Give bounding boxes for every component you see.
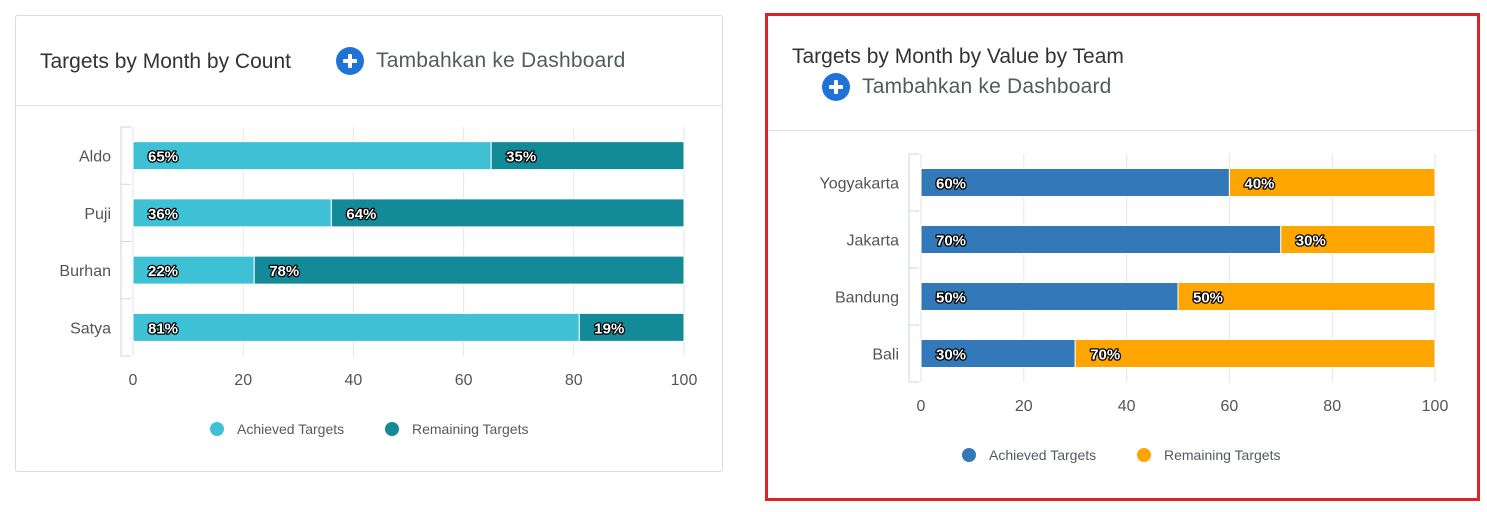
add-to-dashboard-button[interactable]: Tambahkan ke Dashboard bbox=[822, 73, 1112, 101]
legend-marker bbox=[210, 422, 224, 436]
add-to-dashboard-label: Tambahkan ke Dashboard bbox=[376, 49, 626, 72]
data-label: 30% bbox=[1296, 233, 1326, 250]
chart-card-left: Targets by Month by Count Tambahkan ke D… bbox=[15, 15, 723, 472]
x-tick-label: 40 bbox=[345, 372, 363, 389]
data-label: 50% bbox=[1193, 290, 1223, 307]
data-label: 78% bbox=[269, 263, 299, 280]
x-tick-label: 100 bbox=[1422, 398, 1449, 415]
data-label: 19% bbox=[594, 320, 624, 337]
data-label: 60% bbox=[936, 176, 966, 193]
data-label: 70% bbox=[936, 233, 966, 250]
plus-circle-icon bbox=[336, 47, 364, 75]
y-tick-label: Jakarta bbox=[847, 233, 900, 250]
legend-marker bbox=[962, 448, 976, 462]
x-tick-label: 100 bbox=[671, 372, 698, 389]
x-tick-label: 20 bbox=[1015, 398, 1033, 415]
data-label: 35% bbox=[506, 149, 536, 166]
data-label: 64% bbox=[346, 206, 376, 223]
legend-marker bbox=[385, 422, 399, 436]
card-header: Targets by Month by Value by Team Tambah… bbox=[768, 16, 1477, 131]
data-label: 40% bbox=[1244, 176, 1274, 193]
bar-segment bbox=[920, 168, 1230, 197]
chart-card-right: Targets by Month by Value by Team Tambah… bbox=[765, 13, 1480, 501]
legend-label: Achieved Targets bbox=[989, 447, 1096, 463]
chart-title: Targets by Month by Count bbox=[40, 50, 291, 73]
bar-segment bbox=[1177, 282, 1436, 311]
data-label: 22% bbox=[148, 263, 178, 280]
bar-segment bbox=[920, 225, 1282, 254]
bar-segment bbox=[1280, 225, 1436, 254]
x-tick-label: 80 bbox=[1323, 398, 1341, 415]
bar-segment bbox=[132, 312, 580, 342]
y-tick-label: Yogyakarta bbox=[820, 176, 900, 193]
data-label: 30% bbox=[936, 347, 966, 364]
bar-segment bbox=[578, 312, 685, 342]
plus-circle-icon bbox=[822, 73, 850, 101]
x-tick-label: 0 bbox=[129, 372, 138, 389]
bar-segment bbox=[490, 141, 685, 171]
bar-segment bbox=[132, 141, 492, 171]
chart-svg: Yogyakarta 60% 40% Jakarta 70% 30% Bandung 50% 5… bbox=[820, 153, 1449, 463]
bar-segment bbox=[1074, 339, 1436, 368]
x-tick-label: 60 bbox=[1221, 398, 1239, 415]
x-tick-label: 80 bbox=[565, 372, 583, 389]
y-tick-label: Satya bbox=[70, 320, 111, 337]
chart-svg: Aldo 65% 35% Puji 36% 64% Burhan 22% 78% Satya 81%… bbox=[59, 126, 698, 437]
y-tick-label: Puji bbox=[84, 206, 111, 223]
bar-segment bbox=[253, 255, 685, 285]
x-tick-label: 40 bbox=[1118, 398, 1136, 415]
data-label: 70% bbox=[1090, 347, 1120, 364]
legend-marker bbox=[1137, 448, 1151, 462]
y-tick-label: Aldo bbox=[79, 149, 111, 166]
legend-label: Remaining Targets bbox=[412, 421, 528, 437]
card-header: Targets by Month by Count Tambahkan ke D… bbox=[16, 16, 722, 106]
add-to-dashboard-label: Tambahkan ke Dashboard bbox=[862, 75, 1112, 98]
x-tick-label: 60 bbox=[455, 372, 473, 389]
bar-segment bbox=[330, 198, 685, 228]
y-tick-label: Bandung bbox=[835, 290, 899, 307]
y-tick-label: Bali bbox=[872, 347, 899, 364]
data-label: 36% bbox=[148, 206, 178, 223]
chart-title: Targets by Month by Value by Team bbox=[792, 45, 1124, 68]
data-label: 65% bbox=[148, 149, 178, 166]
y-tick-label: Burhan bbox=[59, 263, 111, 280]
bar-segment bbox=[132, 255, 255, 285]
legend-label: Achieved Targets bbox=[237, 421, 344, 437]
x-tick-label: 20 bbox=[234, 372, 252, 389]
bar-segment bbox=[132, 198, 332, 228]
data-label: 50% bbox=[936, 290, 966, 307]
bar-segment bbox=[1228, 168, 1436, 197]
legend-label: Remaining Targets bbox=[1164, 447, 1280, 463]
data-label: 81% bbox=[148, 320, 178, 337]
x-tick-label: 0 bbox=[917, 398, 926, 415]
add-to-dashboard-button[interactable]: Tambahkan ke Dashboard bbox=[336, 47, 626, 75]
